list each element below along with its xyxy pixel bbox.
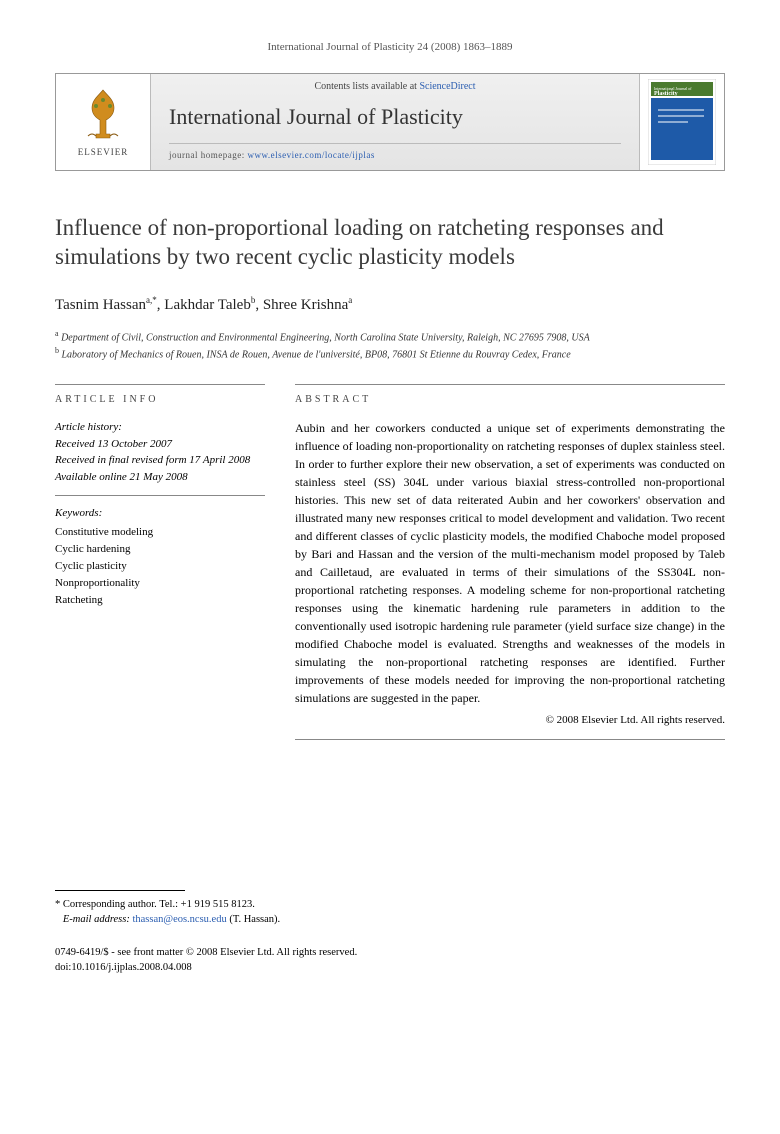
affil-b-sup: b bbox=[55, 346, 59, 355]
corr-email-paren: (T. Hassan). bbox=[229, 914, 280, 925]
email-label: E-mail address: bbox=[63, 914, 130, 925]
article-history: Article history: Received 13 October 200… bbox=[55, 419, 265, 485]
article-info-column: ARTICLE INFO Article history: Received 1… bbox=[55, 384, 265, 749]
history-label: Article history: bbox=[55, 419, 265, 436]
masthead-center: Contents lists available at ScienceDirec… bbox=[151, 74, 639, 169]
keyword-item: Cyclic hardening bbox=[55, 541, 265, 558]
publisher-name: ELSEVIER bbox=[78, 146, 129, 159]
front-matter-line: 0749-6419/$ - see front matter © 2008 El… bbox=[55, 946, 725, 961]
author-1-affil: a,* bbox=[146, 295, 157, 305]
history-received: Received 13 October 2007 bbox=[55, 436, 265, 453]
article-title: Influence of non-proportional loading on… bbox=[55, 213, 725, 272]
author-2: Lakhdar Taleb bbox=[164, 297, 251, 313]
journal-cover-icon: International Journal of Plasticity bbox=[648, 79, 716, 165]
abstract-text: Aubin and her coworkers conducted a uniq… bbox=[295, 419, 725, 707]
author-1: Tasnim Hassan bbox=[55, 297, 146, 313]
affiliation-b: b Laboratory of Mechanics of Rouen, INSA… bbox=[55, 345, 725, 362]
doi-line: doi:10.1016/j.ijplas.2008.04.008 bbox=[55, 961, 725, 976]
abstract-end-rule bbox=[295, 739, 725, 740]
contents-available-line: Contents lists available at ScienceDirec… bbox=[169, 80, 621, 94]
homepage-prefix: journal homepage: bbox=[169, 150, 247, 160]
history-online: Available online 21 May 2008 bbox=[55, 469, 265, 486]
copyright-block: 0749-6419/$ - see front matter © 2008 El… bbox=[55, 946, 725, 975]
footnote-rule bbox=[55, 890, 185, 891]
affil-a-sup: a bbox=[55, 329, 59, 338]
keyword-item: Cyclic plasticity bbox=[55, 558, 265, 575]
corr-author-line: * Corresponding author. Tel.: +1 919 515… bbox=[55, 897, 725, 913]
svg-text:Plasticity: Plasticity bbox=[654, 91, 678, 97]
publisher-logo-block: ELSEVIER bbox=[56, 74, 151, 169]
author-3: Shree Krishna bbox=[263, 297, 348, 313]
author-list: Tasnim Hassana,*, Lakhdar Talebb, Shree … bbox=[55, 294, 725, 316]
keyword-item: Nonproportionality bbox=[55, 575, 265, 592]
elsevier-tree-icon bbox=[78, 86, 128, 142]
author-2-affil: b bbox=[251, 295, 256, 305]
contents-prefix: Contents lists available at bbox=[314, 81, 419, 92]
journal-homepage-line: journal homepage: www.elsevier.com/locat… bbox=[169, 143, 621, 162]
history-revised: Received in final revised form 17 April … bbox=[55, 452, 265, 469]
abstract-heading: ABSTRACT bbox=[295, 384, 725, 407]
keywords-label: Keywords: bbox=[55, 506, 265, 521]
affiliations: a Department of Civil, Construction and … bbox=[55, 328, 725, 363]
keyword-item: Ratcheting bbox=[55, 592, 265, 609]
corresponding-author: * Corresponding author. Tel.: +1 919 515… bbox=[55, 897, 725, 929]
journal-title: International Journal of Plasticity bbox=[169, 102, 621, 133]
affil-b-text: Laboratory of Mechanics of Rouen, INSA d… bbox=[62, 349, 571, 360]
journal-homepage-link[interactable]: www.elsevier.com/locate/ijplas bbox=[247, 150, 374, 160]
page-footer: * Corresponding author. Tel.: +1 919 515… bbox=[55, 890, 725, 976]
affiliation-a: a Department of Civil, Construction and … bbox=[55, 328, 725, 345]
article-info-heading: ARTICLE INFO bbox=[55, 384, 265, 407]
author-3-affil: a bbox=[348, 295, 352, 305]
running-head: International Journal of Plasticity 24 (… bbox=[55, 40, 725, 55]
affil-a-text: Department of Civil, Construction and En… bbox=[61, 332, 590, 343]
sciencedirect-link[interactable]: ScienceDirect bbox=[419, 81, 475, 92]
keywords-list: Constitutive modeling Cyclic hardening C… bbox=[55, 524, 265, 609]
journal-cover-block: International Journal of Plasticity bbox=[639, 74, 724, 169]
journal-masthead: ELSEVIER Contents lists available at Sci… bbox=[55, 73, 725, 170]
corr-email-link[interactable]: thassan@eos.ncsu.edu bbox=[132, 914, 226, 925]
info-divider bbox=[55, 495, 265, 496]
abstract-column: ABSTRACT Aubin and her coworkers conduct… bbox=[295, 384, 725, 749]
corr-email-line: E-mail address: thassan@eos.ncsu.edu (T.… bbox=[55, 912, 725, 928]
keyword-item: Constitutive modeling bbox=[55, 524, 265, 541]
info-abstract-columns: ARTICLE INFO Article history: Received 1… bbox=[55, 384, 725, 749]
abstract-copyright: © 2008 Elsevier Ltd. All rights reserved… bbox=[295, 713, 725, 728]
